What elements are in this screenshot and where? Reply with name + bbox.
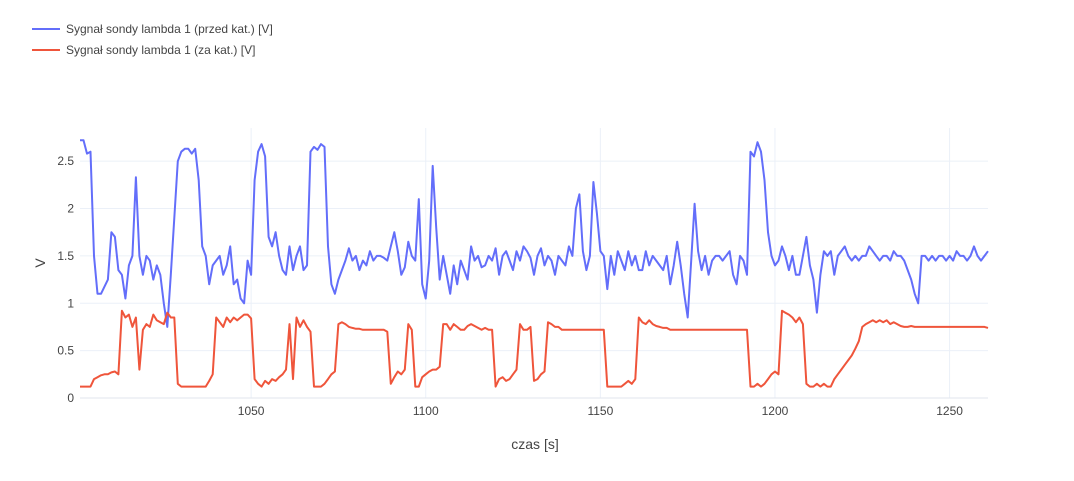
legend-item-series-2[interactable]: Sygnał sondy lambda 1 (za kat.) [V] — [32, 39, 273, 60]
y-tick-label: 0 — [67, 391, 74, 405]
series-line-1 — [80, 139, 989, 328]
legend-label: Sygnał sondy lambda 1 (przed kat.) [V] — [66, 21, 273, 36]
y-tick-label: 1 — [67, 296, 74, 310]
legend-item-series-1[interactable]: Sygnał sondy lambda 1 (przed kat.) [V] — [32, 18, 273, 39]
x-tick-label: 1100 — [413, 404, 439, 418]
x-tick-label: 1050 — [238, 404, 265, 418]
x-tick-label: 1250 — [936, 404, 963, 418]
x-tick-label: 1150 — [587, 404, 613, 418]
y-tick-label: 0.5 — [57, 344, 74, 358]
series-line-2 — [80, 309, 989, 388]
x-tick-label: 1200 — [762, 404, 789, 418]
y-tick-label: 2 — [67, 202, 74, 216]
x-axis-title: czas [s] — [511, 436, 558, 452]
tick-labels: 1050 1100 1150 1200 1250 0 0.5 1 1.5 2 2.5 — [57, 154, 963, 418]
y-axis-title: V — [32, 258, 48, 268]
legend-swatch-icon — [32, 27, 60, 30]
legend: Sygnał sondy lambda 1 (przed kat.) [V] S… — [32, 18, 273, 60]
series-lines — [80, 139, 989, 388]
legend-swatch-icon — [32, 48, 60, 51]
y-tick-label: 1.5 — [57, 249, 74, 263]
legend-label: Sygnał sondy lambda 1 (za kat.) [V] — [66, 42, 256, 57]
grid-lines — [80, 128, 988, 399]
y-tick-label: 2.5 — [57, 154, 74, 168]
